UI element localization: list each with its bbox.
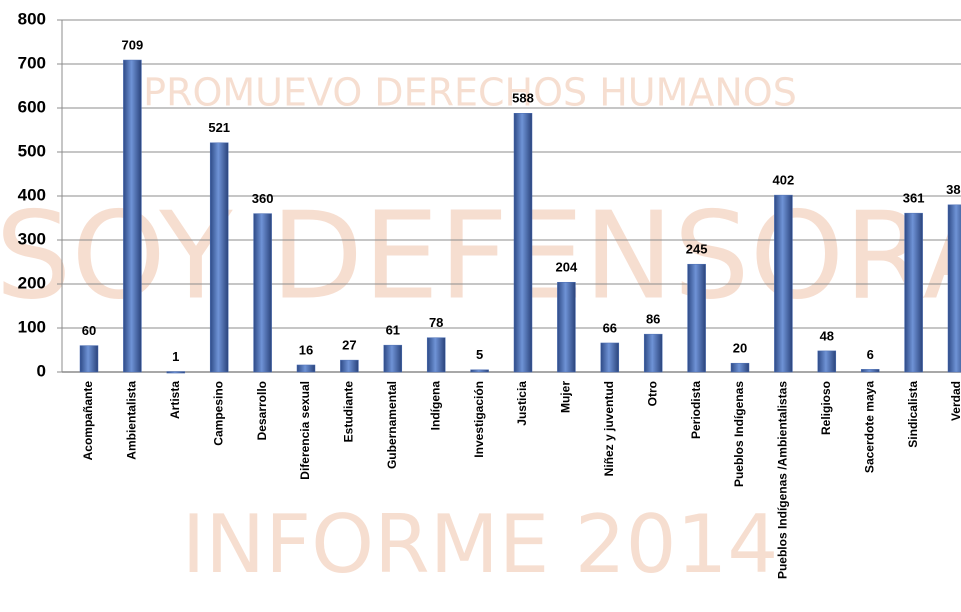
bar [643, 333, 663, 373]
bar [340, 359, 359, 373]
data-label: 48 [820, 328, 834, 343]
data-label: 204 [556, 260, 578, 275]
x-tick-label: Pueblos Indígenas [732, 381, 746, 487]
bar [296, 364, 316, 373]
data-label: 360 [252, 191, 274, 206]
y-tick-label: 100 [18, 317, 46, 336]
data-label: 60 [82, 323, 96, 338]
bar [600, 342, 620, 373]
data-label: 1 [172, 349, 179, 364]
y-tick-label: 700 [18, 53, 46, 72]
data-label: 521 [208, 120, 230, 135]
y-tick-label: 200 [18, 273, 46, 292]
x-tick-label: Gubernamental [385, 381, 399, 469]
data-label: 78 [429, 315, 443, 330]
x-tick-label: Ambientalista [125, 381, 139, 460]
watermark-text: SOY DEFENSORA [0, 188, 961, 327]
x-tick-label: Investigación [472, 381, 486, 458]
bar [426, 337, 446, 373]
x-tick-label: Justicia [515, 381, 529, 426]
data-label: 361 [903, 191, 925, 206]
bar [383, 344, 403, 373]
x-tick-label: Sacerdote maya [862, 381, 876, 473]
bar [470, 369, 489, 373]
y-tick-label: 600 [18, 97, 46, 116]
x-tick-label: Periodista [689, 381, 703, 439]
y-tick-label: 0 [37, 361, 46, 380]
x-tick-label: Diferencia sexual [298, 381, 312, 480]
data-label: 5 [476, 347, 483, 362]
data-label: 86 [646, 312, 660, 327]
bar [687, 263, 706, 373]
data-label: 66 [603, 320, 617, 335]
y-tick-label: 800 [18, 9, 46, 28]
y-tick-label: 300 [18, 229, 46, 248]
x-tick-label: Mujer [559, 381, 573, 413]
y-tick-label: 400 [18, 185, 46, 204]
x-tick-label: Indígena [428, 381, 442, 431]
bar [730, 362, 750, 373]
data-label: 402 [773, 173, 795, 188]
bar [513, 113, 533, 373]
watermark-text: PROMUEVO DERECHOS HUMANOS [143, 71, 797, 115]
y-tick-label: 500 [18, 141, 46, 160]
x-tick-label: Artista [168, 381, 182, 419]
bar [774, 194, 793, 373]
data-label: 16 [299, 342, 313, 357]
data-label: 380 [946, 182, 961, 197]
data-label: 588 [512, 91, 534, 106]
bar [817, 350, 837, 373]
bar [123, 59, 142, 373]
data-label: 20 [733, 341, 747, 356]
data-label: 61 [386, 323, 400, 338]
x-tick-label: Estudiante [342, 381, 356, 443]
x-tick-label: Desarrollo [255, 381, 269, 440]
bar [79, 345, 99, 373]
data-label: 6 [867, 347, 874, 362]
bar [557, 281, 576, 373]
watermark-text: INFORME 2014 [182, 498, 779, 591]
x-tick-label: Pueblos Indígenas /Ambientalistas [776, 381, 790, 579]
x-tick-label: Verdad [949, 381, 961, 421]
x-tick-label: Acompañante [81, 381, 95, 461]
x-tick-label: Otro [645, 381, 659, 406]
x-tick-label: Campesino [211, 381, 225, 446]
bar [166, 371, 186, 374]
bar [860, 369, 880, 373]
x-tick-label: Religioso [819, 381, 833, 435]
data-label: 709 [122, 37, 144, 52]
data-label: 245 [686, 242, 708, 257]
bar [947, 204, 961, 373]
bar [253, 213, 272, 373]
x-tick-label: Sindicalista [906, 381, 920, 448]
x-tick-label: Niñez y juventud [602, 381, 616, 476]
data-label: 27 [342, 338, 356, 353]
bar [904, 212, 923, 373]
bar [209, 142, 229, 373]
